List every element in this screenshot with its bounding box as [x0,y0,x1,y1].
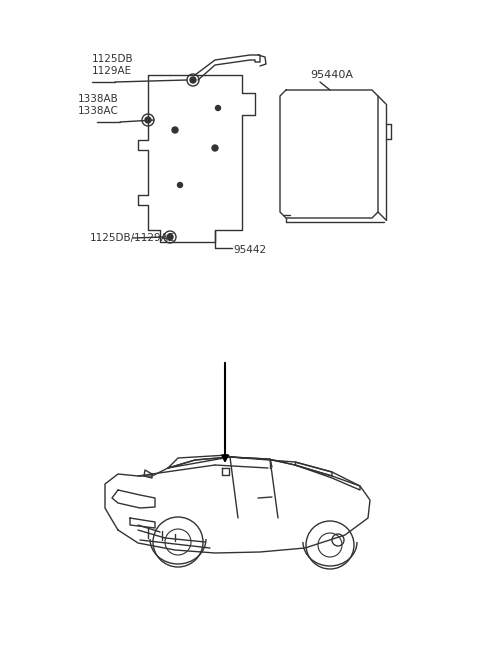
Text: 95440A: 95440A [310,70,353,80]
Circle shape [178,183,182,187]
Circle shape [172,127,178,133]
Text: 1338AB
1338AC: 1338AB 1338AC [78,95,119,116]
Circle shape [190,77,196,83]
Circle shape [167,234,173,240]
Circle shape [216,106,220,110]
Text: 1125DB/1129AE: 1125DB/1129AE [90,233,175,243]
Circle shape [145,117,151,123]
Text: 95442: 95442 [233,245,266,255]
Circle shape [191,78,195,82]
Circle shape [212,145,218,151]
Text: 1125DB
1129AE: 1125DB 1129AE [92,55,133,76]
